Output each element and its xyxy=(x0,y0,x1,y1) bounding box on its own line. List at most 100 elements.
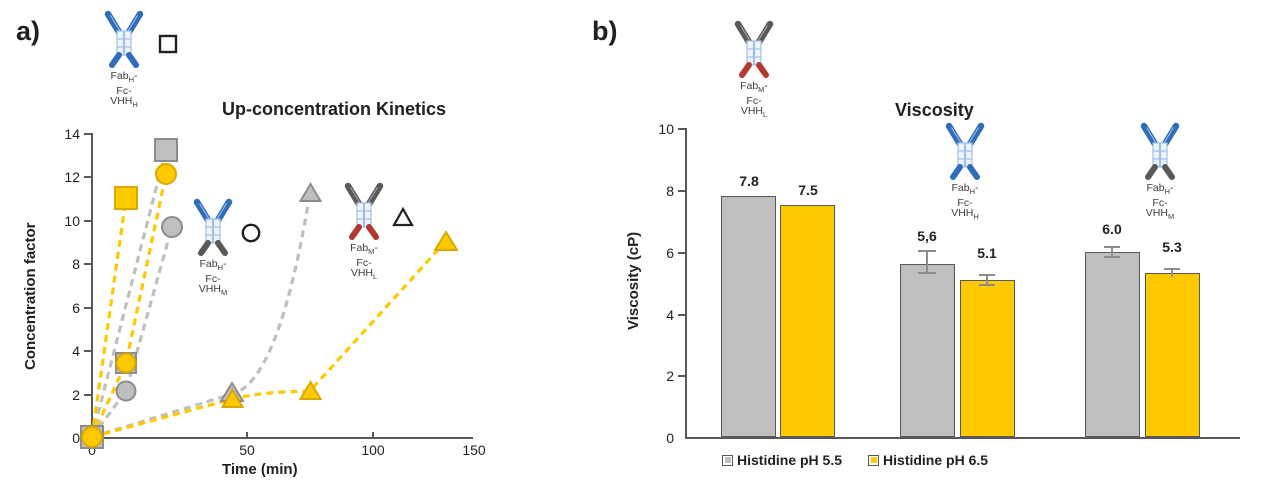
panel-a: a) Up-concentration Kinetics Concentrati… xyxy=(0,0,600,490)
panel-a-series-lines xyxy=(90,149,448,439)
marker-legend-square-icon xyxy=(157,33,179,60)
error-bar xyxy=(1171,268,1173,277)
legend-label-ph55: Histidine pH 5.5 xyxy=(737,452,843,468)
y-tick-label: 4 xyxy=(666,307,674,323)
tick xyxy=(84,133,92,135)
data-point-yellow-square[interactable] xyxy=(113,185,139,216)
y-tick-label: 12 xyxy=(64,169,80,185)
error-bar xyxy=(926,250,928,273)
tick xyxy=(84,307,92,309)
y-tick-label: 10 xyxy=(64,213,80,229)
data-point-yellow-circle[interactable] xyxy=(80,425,104,454)
molecule-icon-fab-m-fc-vhh-l: FabM- Fc- VHHL xyxy=(337,180,391,283)
tick xyxy=(84,394,92,396)
data-point-yellow-triangle[interactable] xyxy=(433,230,459,257)
panel-b-letter: b) xyxy=(592,16,618,46)
error-bar-cap xyxy=(1104,246,1120,248)
bar-yellow-group1[interactable] xyxy=(780,205,835,437)
bar-gray-group1[interactable] xyxy=(721,196,776,437)
tick xyxy=(678,128,686,130)
data-point-gray-triangle[interactable] xyxy=(298,182,323,208)
panel-b: b) Viscosity Viscosity (cP) 10 8 6 4 2 0… xyxy=(592,0,1268,490)
antibody-icon xyxy=(734,20,774,78)
y-tick-label: 14 xyxy=(64,126,80,142)
panel-a-letter: a) xyxy=(16,16,41,46)
antibody-icon xyxy=(945,122,985,180)
legend-label-ph65: Histidine pH 6.5 xyxy=(883,452,989,468)
legend-item-ph65[interactable]: Histidine pH 6.5 xyxy=(868,452,988,468)
x-tick-label: 0 xyxy=(88,442,96,458)
molecule-label: FabH- Fc- VHHM xyxy=(198,258,228,298)
tick xyxy=(84,350,92,352)
x-tick-label: 150 xyxy=(462,442,486,458)
data-point-gray-square[interactable] xyxy=(153,137,179,168)
marker-legend-circle-icon xyxy=(240,222,262,249)
y-tick-label: 8 xyxy=(666,183,674,199)
bar-value-yellow-group2: 5.1 xyxy=(977,245,997,261)
tick xyxy=(678,190,686,192)
x-tick-label: 100 xyxy=(361,442,385,458)
error-bar-cap xyxy=(918,250,936,252)
tick xyxy=(246,432,248,439)
molecule-label: FabH- Fc- VHHM xyxy=(1145,182,1175,222)
bar-yellow-group2[interactable] xyxy=(960,280,1015,437)
y-tick-label: 6 xyxy=(666,245,674,261)
legend-swatch-gray-icon xyxy=(722,454,733,466)
tick xyxy=(84,176,92,178)
data-point-yellow-circle[interactable] xyxy=(154,162,178,191)
y-tick-label: 2 xyxy=(72,387,80,403)
tick xyxy=(678,252,686,254)
error-bar-cap xyxy=(918,272,936,274)
error-bar-cap xyxy=(979,284,995,286)
y-tick-label: 6 xyxy=(72,300,80,316)
molecule-label: FabM- Fc- VHHL xyxy=(350,242,378,282)
error-bar xyxy=(1111,246,1113,257)
molecule-label: FabH- Fc- VHHH xyxy=(951,182,979,222)
legend-swatch-yellow-icon xyxy=(868,454,880,466)
bar-value-yellow-group1: 7.5 xyxy=(798,182,818,198)
error-bar-cap xyxy=(979,274,995,276)
error-bar xyxy=(986,274,988,285)
panel-a-x-axis-title: Time (min) xyxy=(222,461,298,478)
antibody-icon xyxy=(344,182,384,240)
molecule-icon-fab-h-fc-vhh-m: FabH- Fc- VHHM xyxy=(1133,120,1187,223)
antibody-icon xyxy=(104,10,144,68)
error-bar-cap xyxy=(1164,268,1180,270)
molecule-icon-fab-h-fc-vhh-h: FabH- Fc- VHHH xyxy=(938,120,992,223)
y-tick-label: 10 xyxy=(658,121,674,137)
bar-value-gray-group1: 7.8 xyxy=(739,173,759,189)
molecule-label: FabH- Fc- VHHH xyxy=(110,70,138,110)
y-tick-label: 8 xyxy=(72,256,80,272)
panel-b-x-axis xyxy=(685,437,1240,439)
tick xyxy=(678,314,686,316)
molecule-icon-fab-h-fc-vhh-h: FabH- Fc- VHHH xyxy=(97,8,151,111)
y-tick-label: 4 xyxy=(72,343,80,359)
panel-b-legend: Histidine pH 5.5 Histidine pH 6.5 xyxy=(722,452,988,468)
y-tick-label: 0 xyxy=(72,430,80,446)
data-point-yellow-circle[interactable] xyxy=(115,352,137,379)
antibody-icon xyxy=(193,198,233,256)
molecule-label: FabM- Fc- VHHL xyxy=(740,80,768,120)
panel-a-x-axis xyxy=(91,437,473,439)
bar-yellow-group3[interactable] xyxy=(1145,273,1200,437)
y-tick-label: 0 xyxy=(666,430,674,446)
panel-a-title: Up-concentration Kinetics xyxy=(222,99,447,119)
data-point-yellow-triangle[interactable] xyxy=(220,388,245,414)
tick xyxy=(372,432,374,439)
legend-item-ph55[interactable]: Histidine pH 5.5 xyxy=(722,452,842,468)
bar-value-gray-group3: 6.0 xyxy=(1102,221,1122,237)
tick xyxy=(84,220,92,222)
data-point-gray-circle[interactable] xyxy=(115,380,137,407)
bar-gray-group3[interactable] xyxy=(1085,252,1140,437)
tick xyxy=(678,375,686,377)
panel-b-title: Viscosity xyxy=(895,100,974,120)
data-point-yellow-triangle[interactable] xyxy=(298,380,323,406)
error-bar-cap xyxy=(1104,256,1120,258)
molecule-icon-fab-h-fc-vhh-m: FabH- Fc- VHHM xyxy=(186,196,240,299)
bar-value-yellow-group3: 5.3 xyxy=(1162,239,1182,255)
data-point-gray-circle[interactable] xyxy=(160,215,184,244)
molecule-icon-fab-m-fc-vhh-l: FabM- Fc- VHHL xyxy=(727,18,781,121)
bar-gray-group2[interactable] xyxy=(900,264,955,437)
antibody-icon xyxy=(1140,122,1180,180)
tick xyxy=(84,263,92,265)
